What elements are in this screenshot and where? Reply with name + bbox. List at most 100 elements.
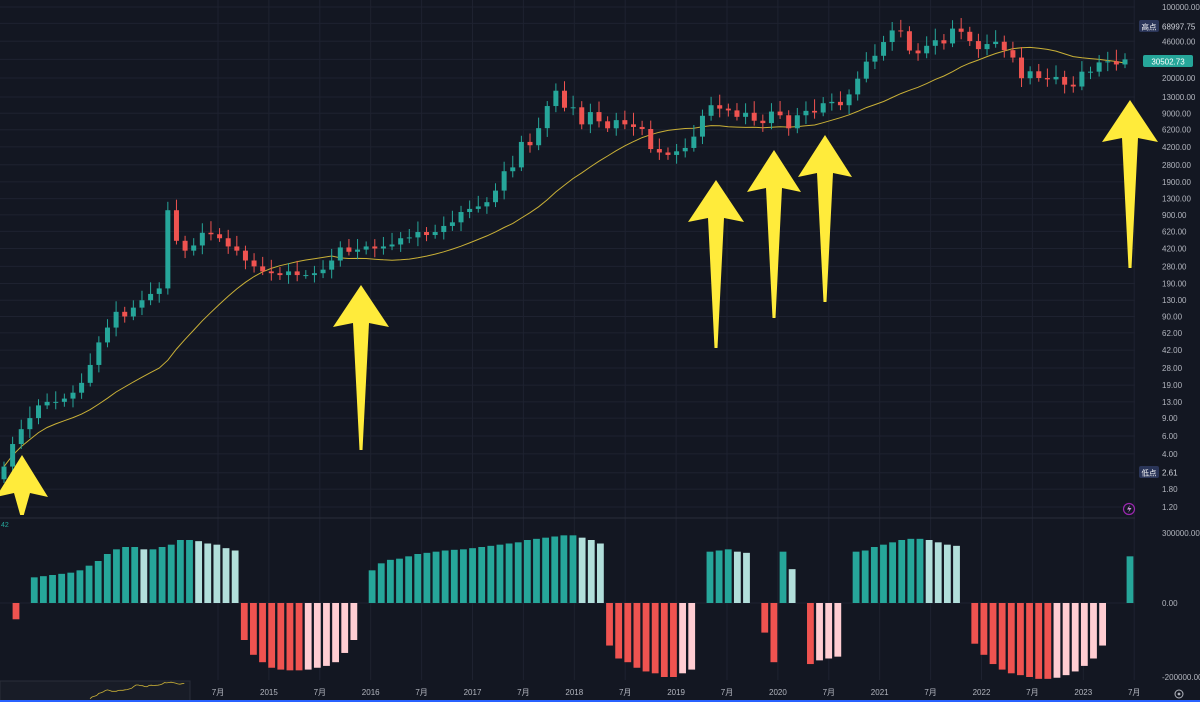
oscillator-bar [615,603,623,659]
price-tick-label: 90.00 [1162,312,1183,321]
price-tick-label: 1.80 [1162,485,1178,494]
candle-up [191,245,197,251]
oscillator-bar [505,543,513,603]
candle-up [993,41,999,45]
candle-down [786,115,792,129]
oscillator-bar [167,544,175,603]
candle-up [398,238,404,245]
annotation-arrows [0,100,1158,515]
moving-average-line [3,46,1126,467]
oscillator-bar [578,537,586,603]
candle-down [1070,84,1076,87]
candle-up [682,147,688,152]
candle-down [656,149,662,153]
candle-up [467,208,473,213]
oscillator-bar [304,603,312,670]
oscillator-bar [441,550,449,603]
candle-down [527,141,533,146]
oscillator-bar [870,547,878,603]
oscillator-bar [341,603,349,653]
oscillator-bar [925,540,933,603]
price-tick-label: 28.00 [1162,364,1183,373]
candle-up [113,311,119,328]
candle-down [967,31,973,42]
oscillator-axis[interactable]: 300000.00 0.00 -200000.00 [1162,529,1200,682]
candle-down [122,311,128,317]
time-axis[interactable]: 7月 2015 7月 2016 7月 2017 7月 2018 7月 2019 7月 2020 7月 20… [212,688,1141,697]
candle-up [329,260,335,270]
candle-down [562,90,567,108]
candle-up [613,120,619,129]
candle-down [424,232,430,236]
oscillator-bar [1099,603,1107,646]
candle-up [380,246,386,249]
oscillator-bar [1035,603,1043,679]
oscillator-bar [149,549,157,603]
time-tick-label: 2021 [871,688,889,697]
candle-down [1044,78,1050,80]
price-axis[interactable]: 100000.00 46000.00 20000.00 13000.00 9000.00… [1162,3,1200,512]
oscillator-bar [469,548,476,603]
oscillator-bar [724,549,732,603]
candle-up [1096,62,1102,72]
price-tick-label: 42.00 [1162,346,1183,355]
oscillator-bar [533,538,540,603]
oscillator-bar [770,603,778,663]
oscillator-corner-label: 42 [1,522,9,529]
oscillator-bar [1071,603,1079,672]
oscillator-bar [122,547,129,603]
navigator-thumbnail[interactable] [0,680,191,702]
oscillator-bar [861,550,869,603]
oscillator-bar [368,570,376,603]
oscillator-bar [514,542,522,603]
oscillator-bar [396,558,403,603]
oscillator-bar [1126,556,1134,603]
oscillator-bar [998,603,1006,670]
oscillator-bar [85,565,93,603]
oscillator-bar [414,554,422,603]
settings-icon[interactable] [1174,689,1184,699]
candle-up [96,342,102,365]
candle-down [1036,71,1042,79]
candle-down [639,126,645,129]
oscillator-bar [733,551,741,603]
time-tick-label: 2018 [565,688,583,697]
candle-down [242,250,248,261]
oscillator-bar [1044,603,1052,679]
candle-down [837,101,843,106]
candle-up [820,103,826,113]
oscillator-bar [240,603,248,640]
oscillator-bar [30,577,38,603]
oscillator-bar [377,563,385,603]
oscillator-bar [1080,603,1088,666]
lightning-icon[interactable] [1122,502,1136,516]
candle-down [941,40,947,44]
candle-up [484,202,490,207]
oscillator-bar [76,570,84,603]
arrow-2 [333,285,389,450]
time-tick-label: 7月 [1128,688,1140,697]
candle-up [27,418,33,430]
candle-up [1079,71,1085,87]
oscillator-bar [715,550,723,603]
candle-down [234,246,240,251]
price-tick-label: 900.00 [1162,211,1187,220]
candle-up [881,42,887,56]
candle-down [648,128,654,150]
oscillator-bar [943,544,951,603]
candle-up [984,44,990,50]
time-tick-label: 7月 [517,688,529,697]
candle-up [61,398,67,402]
candle-down [208,232,214,235]
oscillator-bar [423,552,431,603]
oscillator-bar [313,603,321,668]
oscillator-bar [523,540,531,603]
candle-up [544,106,550,129]
oscillator-bar [204,543,212,603]
oscillator-bar [1053,603,1061,678]
oscillator-bar [596,543,604,603]
price-tick-label: 2800.00 [1162,161,1191,170]
oscillator-bar [195,541,203,603]
candle-up [510,167,516,172]
